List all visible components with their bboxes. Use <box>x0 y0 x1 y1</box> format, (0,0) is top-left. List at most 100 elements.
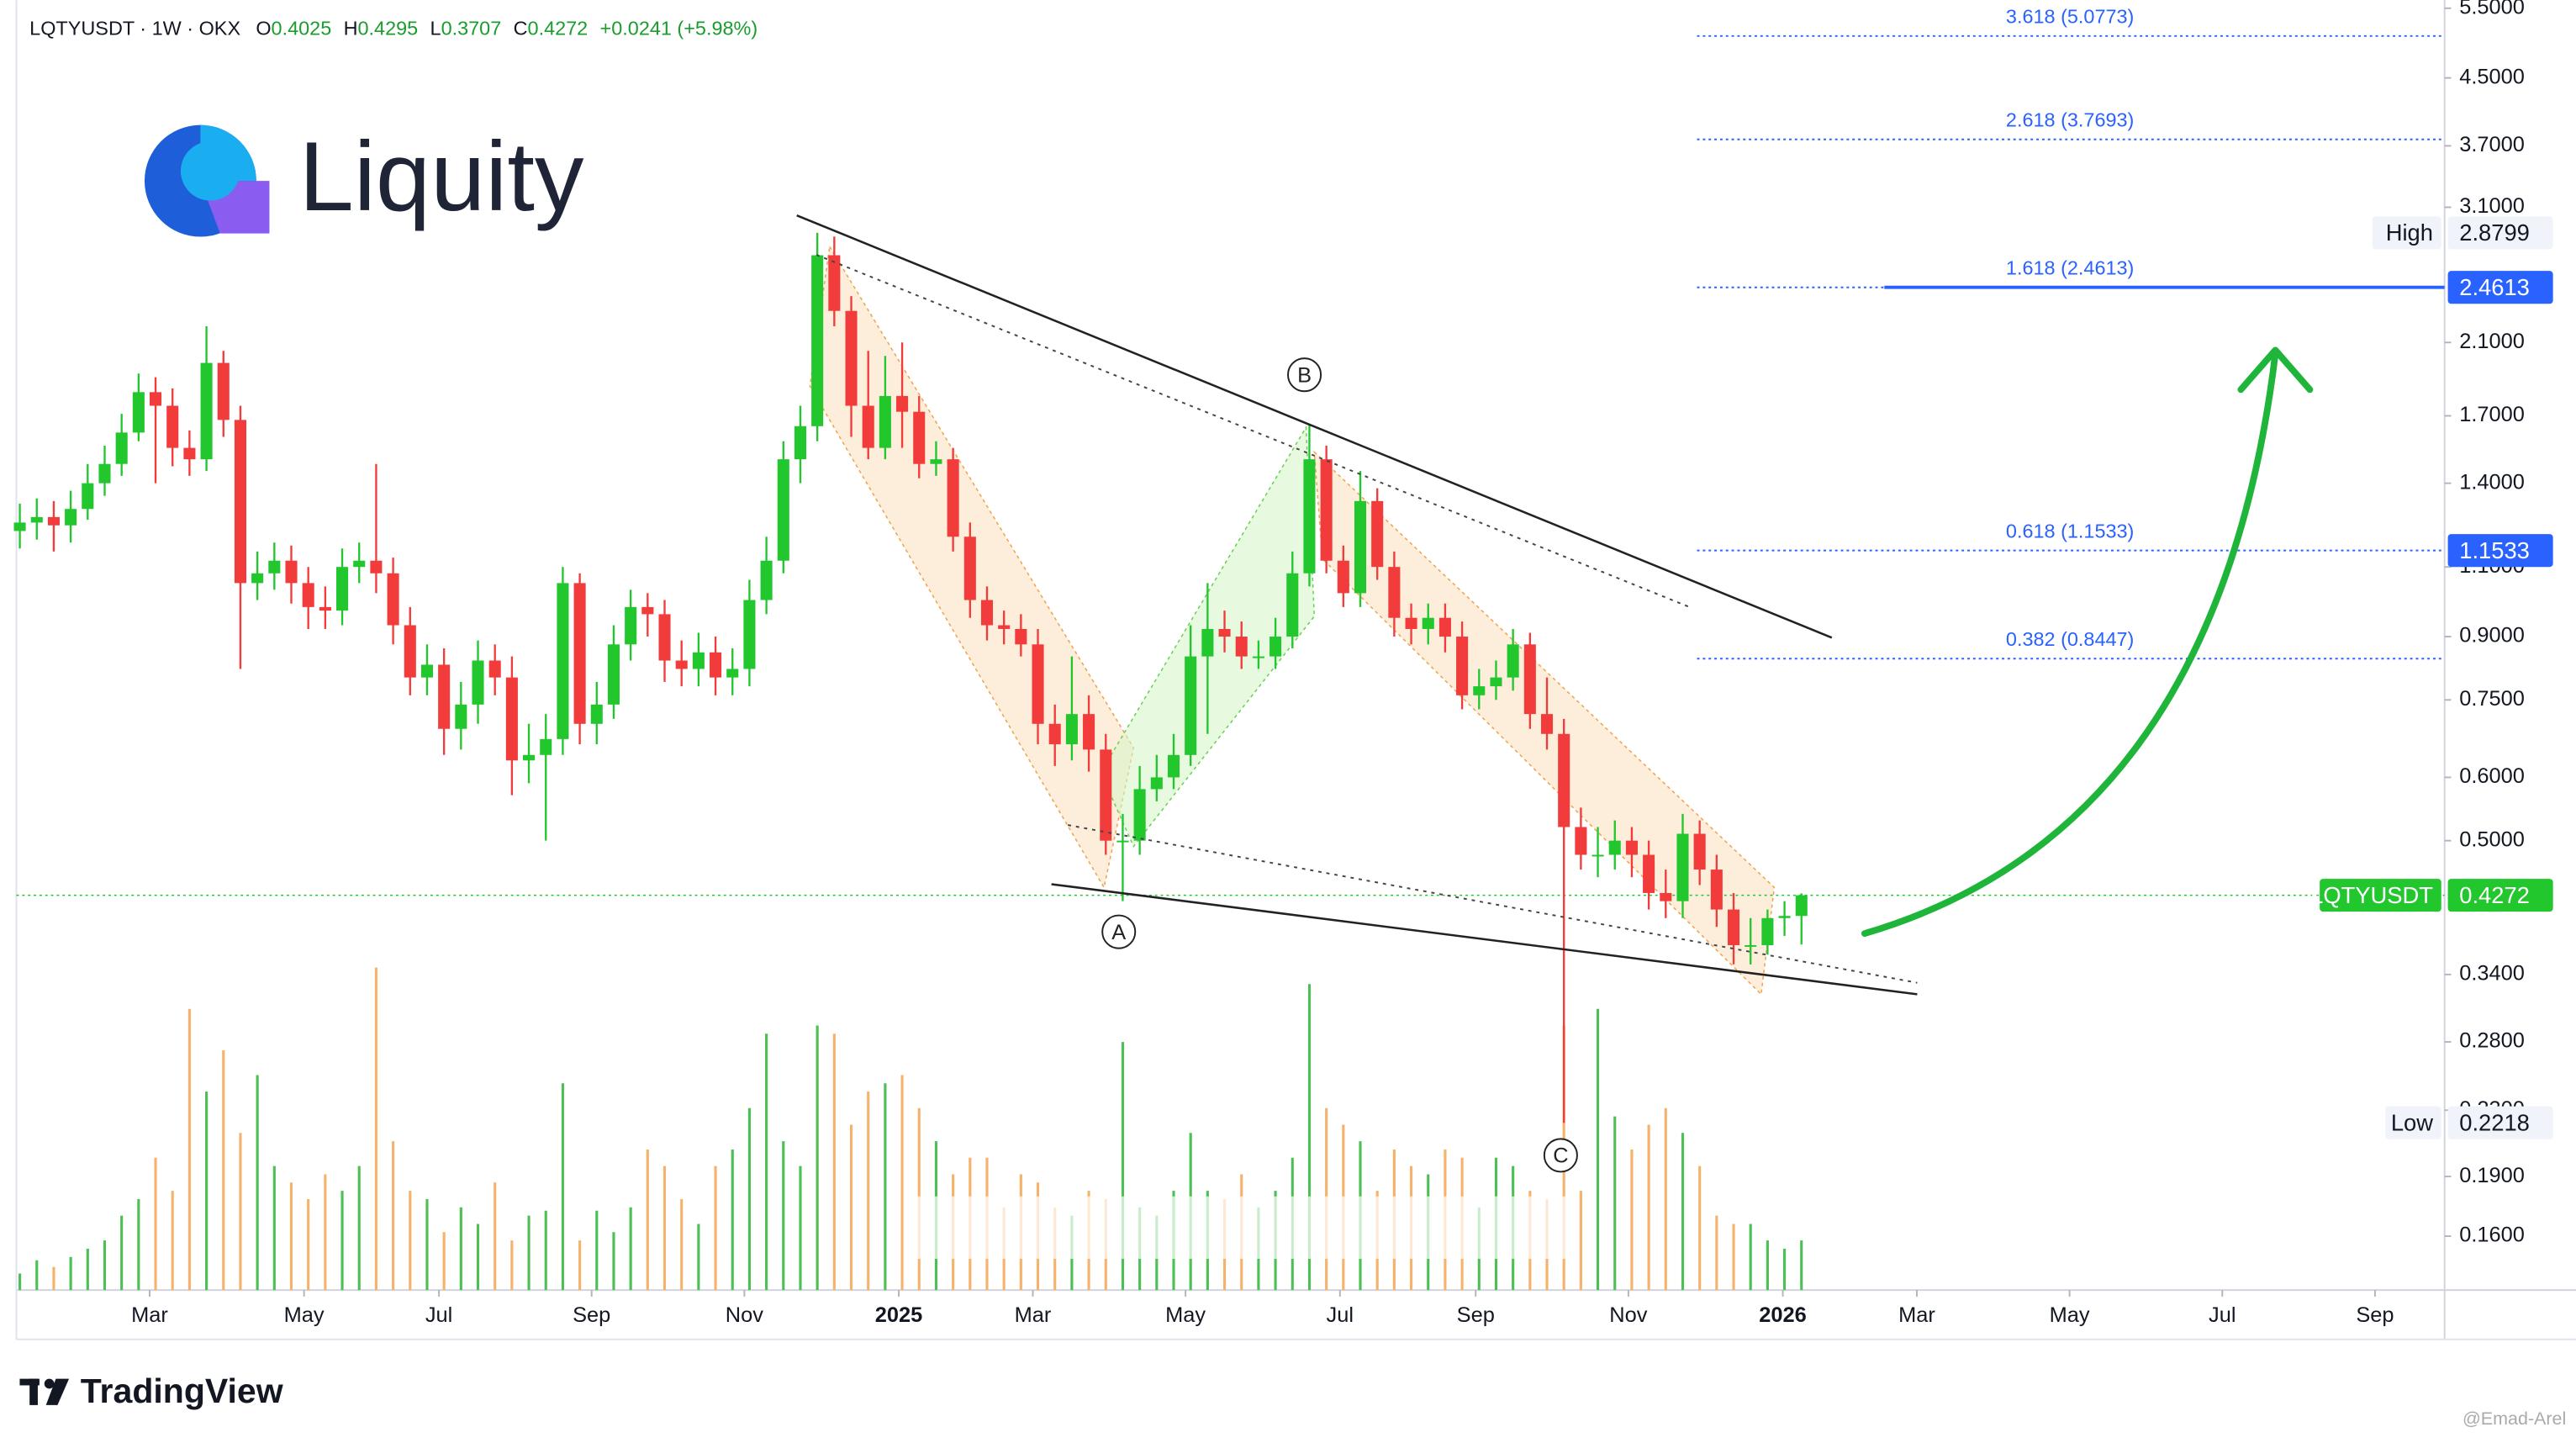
candle-body <box>1592 854 1604 857</box>
candle-body <box>625 606 637 645</box>
y-tick-label: 0.7500 <box>2459 687 2525 711</box>
fib-label: 0.382 (0.8447) <box>2006 628 2134 650</box>
wave-label: A <box>1111 921 1126 944</box>
price-badge-value: 2.4613 <box>2459 274 2530 300</box>
candle-body <box>845 310 858 406</box>
wave-label: B <box>1297 363 1312 387</box>
x-tick-label: Nov <box>1609 1303 1647 1327</box>
candle-body <box>488 660 501 678</box>
trend-line <box>1051 883 1918 996</box>
candle-body <box>540 738 552 755</box>
candle-body <box>1660 892 1672 901</box>
trend-line-dotted <box>816 254 1693 610</box>
ohlc-value: 0.4295 <box>358 18 419 40</box>
candle-body <box>930 459 942 464</box>
candle-body <box>1676 833 1689 901</box>
x-tick-label: May <box>1165 1303 1206 1327</box>
x-tick-label: Sep <box>2356 1303 2394 1327</box>
candle-body <box>573 583 586 724</box>
price-badge-label-bg <box>2385 1106 2441 1139</box>
candle-body <box>217 362 230 420</box>
price-badge-label: Low <box>2391 1109 2433 1135</box>
candle-body <box>1778 916 1791 918</box>
candle-body <box>1422 617 1434 629</box>
ohlc-value: 0.3707 <box>441 18 502 40</box>
candle-body <box>1116 840 1129 843</box>
candle-body <box>557 583 569 739</box>
axes: 5.5000 4.5000 3.7000 3.1000 2.1000 1.7000 1.40… <box>15 0 2576 1340</box>
candle-body <box>1100 749 1112 841</box>
candle-body <box>743 600 756 669</box>
candle-body <box>1710 870 1723 910</box>
x-tick-label: 2026 <box>1759 1303 1806 1327</box>
candle-body <box>1150 777 1163 790</box>
candle-body <box>641 606 654 615</box>
price-badge-label-bg <box>2320 879 2441 912</box>
price-badge-label-bg <box>2372 216 2441 250</box>
logo <box>144 124 270 237</box>
candle-body <box>1218 628 1231 637</box>
watermark: @Emad-Arel <box>2463 1409 2566 1429</box>
y-tick-label: 0.1900 <box>2459 1164 2525 1187</box>
y-tick-label: 0.9000 <box>2459 624 2525 648</box>
wave-circle <box>1101 914 1137 949</box>
y-tick-label: 0.2800 <box>2459 1029 2525 1053</box>
x-tick-label: Mar <box>131 1303 168 1327</box>
candle-body <box>404 625 416 678</box>
candle-body <box>896 395 909 412</box>
candle-body <box>1693 833 1706 870</box>
candle-body <box>234 420 246 584</box>
candle-body <box>1761 917 1774 945</box>
x-tick-label: Jul <box>2209 1303 2236 1327</box>
candle-body <box>115 432 128 464</box>
candle-body <box>1270 637 1282 657</box>
candle-body <box>1523 644 1536 715</box>
candle-body <box>1507 644 1519 678</box>
candle-body <box>998 625 1011 629</box>
candle-body <box>150 392 162 406</box>
y-tick-label: 0.6000 <box>2459 764 2525 788</box>
candle-body <box>1540 714 1554 734</box>
candle-body <box>183 447 196 460</box>
candle-body <box>1303 459 1316 574</box>
candle-body <box>1133 789 1146 841</box>
candle-body <box>353 560 366 568</box>
brand: TradingView <box>81 1372 283 1410</box>
candle-body <box>420 664 433 678</box>
candle-body <box>1643 854 1655 893</box>
candle-body <box>1405 617 1417 629</box>
fib-label: 2.618 (3.7693) <box>2006 108 2134 130</box>
candle-body <box>1438 617 1451 637</box>
price-badge <box>2447 534 2553 568</box>
ohlc-label: C <box>514 18 528 40</box>
price-badge-value: 0.2218 <box>2459 1109 2530 1135</box>
ohlc-label: L <box>430 18 441 40</box>
candle-body <box>879 395 891 448</box>
y-tick-label: 2.1000 <box>2459 330 2525 353</box>
y-tick-label: 1.7000 <box>2459 403 2525 426</box>
y-tick-label: 3.7000 <box>2459 133 2525 156</box>
candle-body <box>811 255 824 426</box>
candle-body <box>607 644 620 705</box>
candle-body <box>1490 677 1502 687</box>
overlay: 2.8799 High 2.4613 1.1533 0.4272 LQTYUSDT 0.22… <box>2310 216 2553 1139</box>
x-tick-label: May <box>2050 1303 2090 1327</box>
candle-body <box>1286 573 1299 637</box>
projection-arrow <box>1861 350 2279 937</box>
x-tick-label: 2025 <box>875 1303 922 1327</box>
arrow-head <box>2237 346 2314 394</box>
candle-body <box>1167 754 1180 778</box>
candle-body <box>166 405 179 448</box>
trend-line <box>796 214 1833 639</box>
candle-body <box>1456 637 1469 695</box>
y-tick-label: 5.5000 <box>2459 0 2525 19</box>
candle-body <box>777 459 789 561</box>
symbol: LQTYUSDT · 1W · OKX <box>29 18 240 40</box>
candle-body <box>251 573 264 584</box>
candle-body <box>132 392 145 433</box>
blur-patch <box>911 1196 1570 1259</box>
wave-label: C <box>1553 1144 1568 1168</box>
candle-body <box>1252 656 1264 658</box>
candle-body <box>947 459 959 537</box>
